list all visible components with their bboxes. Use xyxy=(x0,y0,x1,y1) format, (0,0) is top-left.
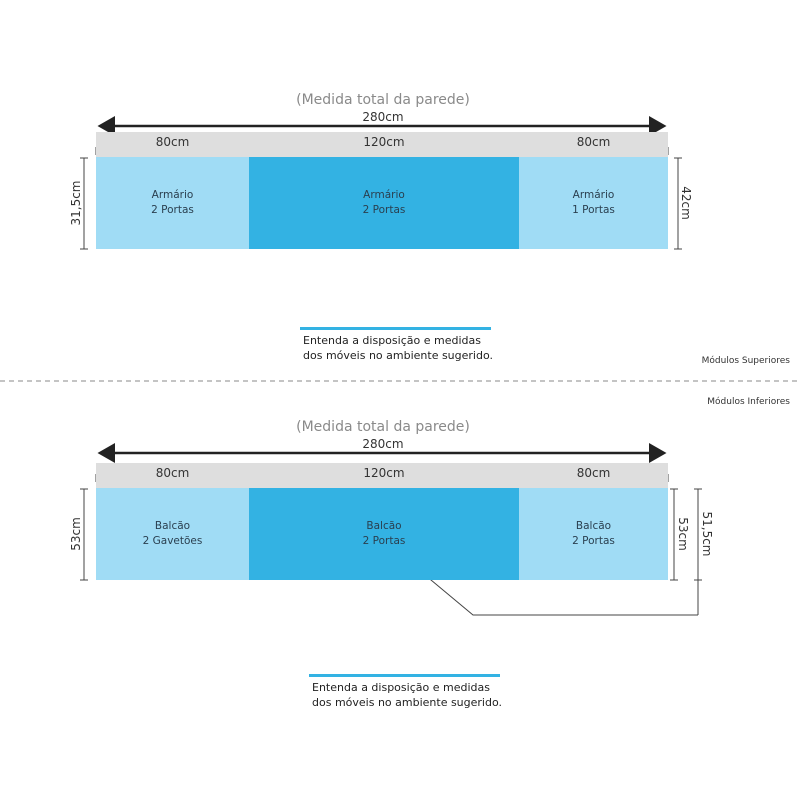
module-doors: 2 Gavetões xyxy=(142,535,203,547)
lower-segment-1: 80cm xyxy=(155,466,190,480)
lower-module-3: Balcão 2 Portas xyxy=(519,488,668,580)
module-doors: 2 Portas xyxy=(572,535,615,547)
lower-leader-height: 51,5cm xyxy=(700,511,714,557)
upper-module-2: Armário 2 Portas xyxy=(249,157,519,249)
module-doors: 2 Portas xyxy=(362,535,406,547)
lower-caption-line xyxy=(309,674,500,677)
lower-segment-3: 80cm xyxy=(576,466,611,480)
module-name: Balcão xyxy=(366,520,402,532)
module-name: Balcão xyxy=(575,520,612,532)
caption-line-1: Entenda a disposição e medidas xyxy=(312,681,490,694)
lower-right-height: 53cm xyxy=(676,517,690,551)
module-doors: 2 Portas xyxy=(362,204,406,216)
lower-left-height-line xyxy=(80,488,88,581)
caption-line-2: dos móveis no ambiente sugerido. xyxy=(303,349,494,362)
upper-left-height: 31,5cm xyxy=(69,180,83,226)
upper-segment-3: 80cm xyxy=(576,135,611,149)
lower-segment-2: 120cm xyxy=(363,466,405,480)
upper-right-height: 42cm xyxy=(679,186,693,220)
upper-caption: Entenda a disposição e medidas dos móveis… xyxy=(303,333,493,363)
upper-total-width: 280cm xyxy=(362,110,404,124)
upper-left-height-line xyxy=(80,157,88,250)
upper-caption-line xyxy=(300,327,491,330)
caption-line-1: Entenda a disposição e medidas xyxy=(303,334,481,347)
lower-title: (Medida total da parede) xyxy=(296,419,470,435)
upper-segment-2: 120cm xyxy=(363,135,405,149)
lower-module-1: Balcão 2 Gavetões xyxy=(96,488,249,580)
lower-module-label: Módulos Inferiores xyxy=(707,397,790,407)
upper-wall-bar xyxy=(96,132,668,157)
lower-wall-bar xyxy=(96,463,668,488)
module-name: Armário xyxy=(572,189,615,201)
upper-module-label: Módulos Superiores xyxy=(701,356,790,366)
upper-module-3: Armário 1 Portas xyxy=(519,157,668,249)
module-name: Armário xyxy=(363,189,405,201)
upper-segment-1: 80cm xyxy=(155,135,190,149)
lower-total-width: 280cm xyxy=(362,437,404,451)
lower-left-height: 53cm xyxy=(69,517,83,551)
module-doors: 1 Portas xyxy=(572,204,615,216)
lower-caption: Entenda a disposição e medidas dos móveis… xyxy=(312,680,502,710)
caption-line-2: dos móveis no ambiente sugerido. xyxy=(312,696,503,709)
upper-title: (Medida total da parede) xyxy=(296,92,470,108)
module-name: Balcão xyxy=(154,520,191,532)
lower-module-2: Balcão 2 Portas xyxy=(249,488,519,580)
upper-right-height-line xyxy=(674,157,682,250)
upper-module-1: Armário 2 Portas xyxy=(96,157,249,249)
lower-leader-height-line xyxy=(694,488,702,615)
module-doors: 2 Portas xyxy=(151,204,194,216)
lower-right-height-line xyxy=(670,488,678,581)
leader-line xyxy=(424,574,698,616)
module-name: Armário xyxy=(151,189,194,201)
